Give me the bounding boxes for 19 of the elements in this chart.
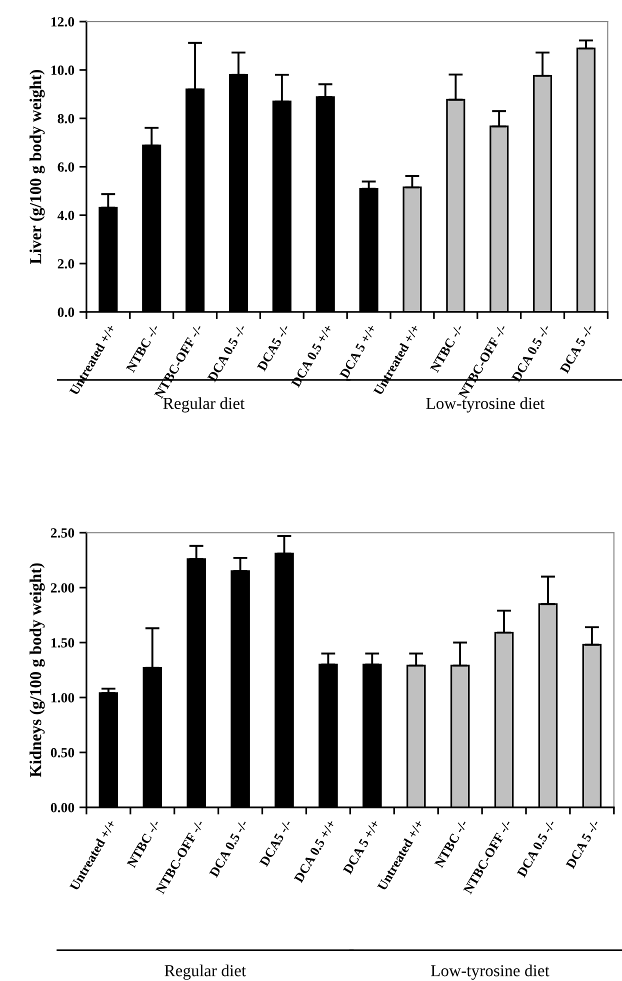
y-tick-label: 8.0 [58,114,74,124]
y-axis-title: Liver (g/100 g body weight) [30,70,45,264]
y-tick-label: 1.00 [51,693,74,703]
y-tick-label: 6.0 [58,162,74,172]
y-tick-label: 0.00 [50,802,74,812]
y-tick-label: 1.50 [51,638,74,648]
y-tick-label: 2.50 [50,528,74,538]
y-tick-label: 0.0 [58,308,74,317]
y-tick-label: 0.50 [50,748,74,758]
y-axis-title: Kidneys (g/100 g body weight) [30,563,45,778]
text: Low-tyrosine diet [430,964,550,980]
y-tick-label: 10.0 [51,66,74,75]
text: Regular diet [163,397,245,412]
text: Low-tyrosine diet [426,397,545,412]
y-tick-label: 4.0 [57,210,74,220]
y-tick-label: 2.0 [58,259,74,269]
y-tick-label: 12.0 [51,17,74,27]
y-tick-label: 2.00 [50,583,74,593]
text: Regular diet [164,964,246,980]
